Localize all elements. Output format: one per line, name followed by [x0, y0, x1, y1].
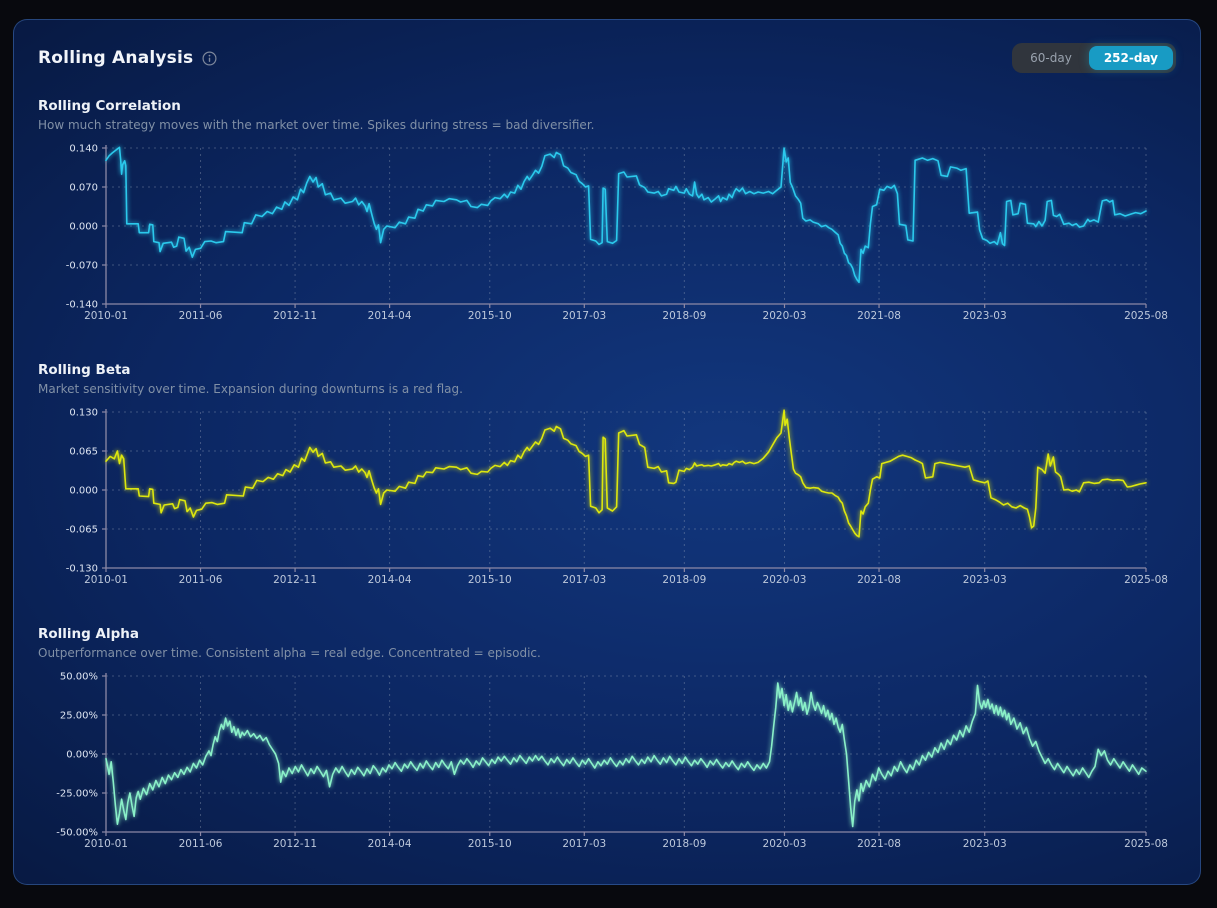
y-axis-tick-label: 0.130	[69, 408, 98, 419]
x-axis-tick-label: 2021-08	[857, 838, 901, 849]
series-line	[105, 146, 1147, 284]
x-axis-tick-label: 2020-03	[763, 310, 807, 321]
y-axis-tick-label: -0.065	[66, 525, 98, 536]
y-axis-tick-label: -0.070	[66, 261, 98, 272]
correlation-section-title: Rolling Correlation	[38, 98, 181, 114]
x-axis-tick-label: 2025-08	[1124, 310, 1168, 321]
rolling-analysis-panel: Rolling Analysis 60-day 252-day Rolling …	[13, 19, 1201, 885]
y-axis-tick-label: 25.00%	[60, 711, 98, 722]
x-axis-tick-label: 2025-08	[1124, 838, 1168, 849]
panel-header: Rolling Analysis 60-day 252-day	[38, 20, 1176, 73]
x-axis-tick-label: 2012-11	[273, 574, 317, 585]
y-axis-tick-label: 0.000	[69, 486, 98, 497]
x-axis-tick-label: 2015-10	[468, 838, 512, 849]
y-axis-tick-label: 0.000	[69, 222, 98, 233]
alpha-section-subtitle: Outperformance over time. Consistent alp…	[38, 646, 541, 660]
x-axis-tick-label: 2011-06	[179, 838, 223, 849]
x-axis-tick-label: 2015-10	[468, 310, 512, 321]
x-axis-tick-label: 2020-03	[763, 838, 807, 849]
x-axis-tick-label: 2010-01	[84, 310, 128, 321]
x-axis-tick-label: 2017-03	[562, 838, 606, 849]
chart-canvas: 50.00% 25.00% 0.00% -25.00% -50.00%2010-01 20…	[56, 672, 1168, 850]
series-line	[105, 682, 1147, 828]
x-axis-tick-label: 2023-03	[963, 574, 1007, 585]
x-axis-tick-label: 2018-09	[662, 310, 706, 321]
x-axis-tick-label: 2023-03	[963, 838, 1007, 849]
x-axis-tick-label: 2010-01	[84, 838, 128, 849]
info-icon[interactable]	[202, 50, 217, 66]
page-title: Rolling Analysis	[38, 48, 194, 68]
x-axis-tick-label: 2012-11	[273, 838, 317, 849]
x-axis-tick-label: 2014-04	[368, 310, 412, 321]
y-axis-tick-label: 0.00%	[66, 750, 98, 761]
x-axis-tick-label: 2021-08	[857, 310, 901, 321]
toggle-60-day-button[interactable]: 60-day	[1015, 46, 1087, 70]
rolling-correlation-section: Rolling Correlation How much strategy mo…	[38, 97, 1176, 321]
rolling-alpha-section: Rolling Alpha Outperformance over time. …	[38, 625, 1176, 849]
x-axis-tick-label: 2015-10	[468, 574, 512, 585]
beta-section-title: Rolling Beta	[38, 362, 131, 378]
y-axis-tick-label: -0.140	[66, 300, 98, 311]
series-line	[105, 409, 1147, 538]
x-axis-tick-label: 2017-03	[562, 310, 606, 321]
y-axis-tick-label: 50.00%	[60, 672, 98, 683]
x-axis-tick-label: 2011-06	[179, 574, 223, 585]
window-toggle-group: 60-day 252-day	[1012, 43, 1176, 73]
x-axis-tick-label: 2018-09	[662, 838, 706, 849]
rolling-beta-chart: 0.130 0.065 0.000 -0.065 -0.130 2010-01 2011-0…	[38, 407, 1176, 586]
y-axis-tick-label: 0.070	[69, 183, 98, 194]
x-axis-tick-label: 2020-03	[763, 574, 807, 585]
x-axis-tick-label: 2011-06	[179, 310, 223, 321]
x-axis-tick-label: 2014-04	[368, 574, 412, 585]
toggle-252-day-button[interactable]: 252-day	[1088, 46, 1173, 70]
x-axis-tick-label: 2021-08	[857, 574, 901, 585]
y-axis-tick-label: -0.130	[66, 564, 98, 575]
x-axis-tick-label: 2012-11	[273, 310, 317, 321]
y-axis-tick-label: -50.00%	[56, 828, 98, 839]
x-axis-tick-label: 2023-03	[963, 310, 1007, 321]
x-axis-tick-label: 2018-09	[662, 574, 706, 585]
x-axis-tick-label: 2014-04	[368, 838, 412, 849]
y-axis-tick-label: -25.00%	[56, 789, 98, 800]
rolling-correlation-chart: 0.140 0.070 0.000 -0.070 -0.140 2010-01 2011-0…	[38, 143, 1176, 322]
x-axis-tick-label: 2010-01	[84, 574, 128, 585]
y-axis-tick-label: 0.140	[69, 144, 98, 155]
alpha-section-title: Rolling Alpha	[38, 626, 139, 642]
x-axis-tick-label: 2017-03	[562, 574, 606, 585]
rolling-alpha-chart: 50.00% 25.00% 0.00% -25.00% -50.00% 2010-01 20…	[38, 671, 1176, 850]
beta-section-subtitle: Market sensitivity over time. Expansion …	[38, 382, 463, 396]
correlation-section-subtitle: How much strategy moves with the market …	[38, 118, 595, 132]
rolling-beta-section: Rolling Beta Market sensitivity over tim…	[38, 361, 1176, 585]
y-axis-tick-label: 0.065	[69, 447, 98, 458]
x-axis-tick-label: 2025-08	[1124, 574, 1168, 585]
